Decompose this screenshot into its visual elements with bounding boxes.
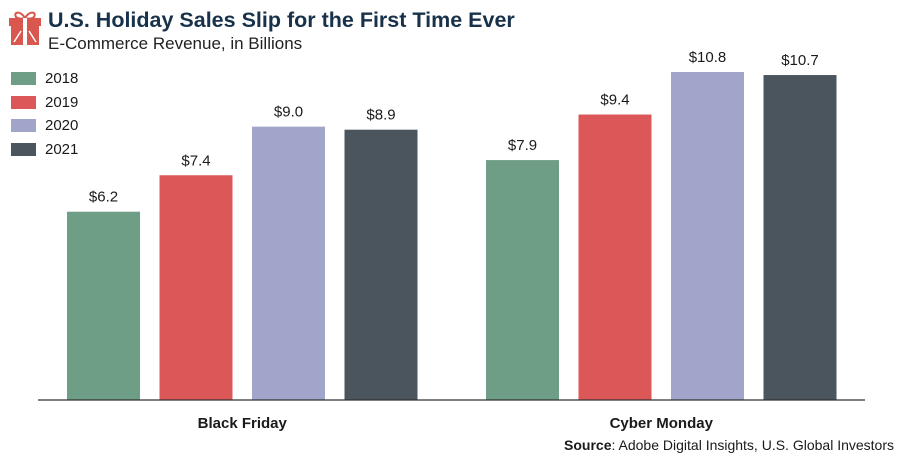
bar-cyber-monday-2021 xyxy=(763,75,837,400)
legend-item-2018: 2018 xyxy=(11,67,78,91)
legend-item-2020: 2020 xyxy=(11,114,78,138)
legend-item-2021: 2021 xyxy=(11,138,78,162)
bar-black-friday-2019 xyxy=(159,175,233,400)
legend-swatch-2021 xyxy=(11,142,36,156)
x-tick-label-black-friday: Black Friday xyxy=(198,415,288,432)
legend-item-2019: 2019 xyxy=(11,91,78,115)
data-label-cyber-monday-2021: $10.7 xyxy=(781,52,819,69)
chart-subtitle: E-Commerce Revenue, in Billions xyxy=(48,34,303,53)
gift-icon xyxy=(9,11,41,45)
data-label-black-friday-2020: $9.0 xyxy=(274,104,303,121)
bar-cyber-monday-2018 xyxy=(486,160,559,400)
x-tick-label-cyber-monday: Cyber Monday xyxy=(610,415,714,432)
legend-swatch-2020 xyxy=(11,119,36,133)
data-label-black-friday-2019: $7.4 xyxy=(181,152,210,169)
source-label: Source xyxy=(564,437,612,453)
legend-swatch-2018 xyxy=(11,72,36,86)
data-label-cyber-monday-2020: $10.8 xyxy=(689,49,727,66)
data-label-cyber-monday-2018: $7.9 xyxy=(508,137,537,154)
bar-black-friday-2018 xyxy=(67,211,140,400)
source-note: Source: Adobe Digital Insights, U.S. Glo… xyxy=(564,437,894,453)
data-label-black-friday-2021: $8.9 xyxy=(366,107,395,124)
chart-title: U.S. Holiday Sales Slip for the First Ti… xyxy=(48,8,515,32)
source-text: : Adobe Digital Insights, U.S. Global In… xyxy=(611,437,894,453)
legend-label-2020: 2020 xyxy=(45,117,79,135)
legend-label-2018: 2018 xyxy=(45,70,79,88)
bar-black-friday-2021 xyxy=(344,129,418,400)
legend: 2018 2019 2020 2021 xyxy=(11,67,78,161)
data-label-cyber-monday-2019: $9.4 xyxy=(600,92,629,109)
bar-cyber-monday-2020 xyxy=(671,72,744,400)
legend-label-2021: 2021 xyxy=(45,140,79,158)
bar-cyber-monday-2019 xyxy=(578,114,652,400)
data-label-black-friday-2018: $6.2 xyxy=(89,189,118,206)
legend-label-2019: 2019 xyxy=(45,93,79,111)
bar-black-friday-2020 xyxy=(252,126,325,401)
legend-swatch-2019 xyxy=(11,95,36,109)
